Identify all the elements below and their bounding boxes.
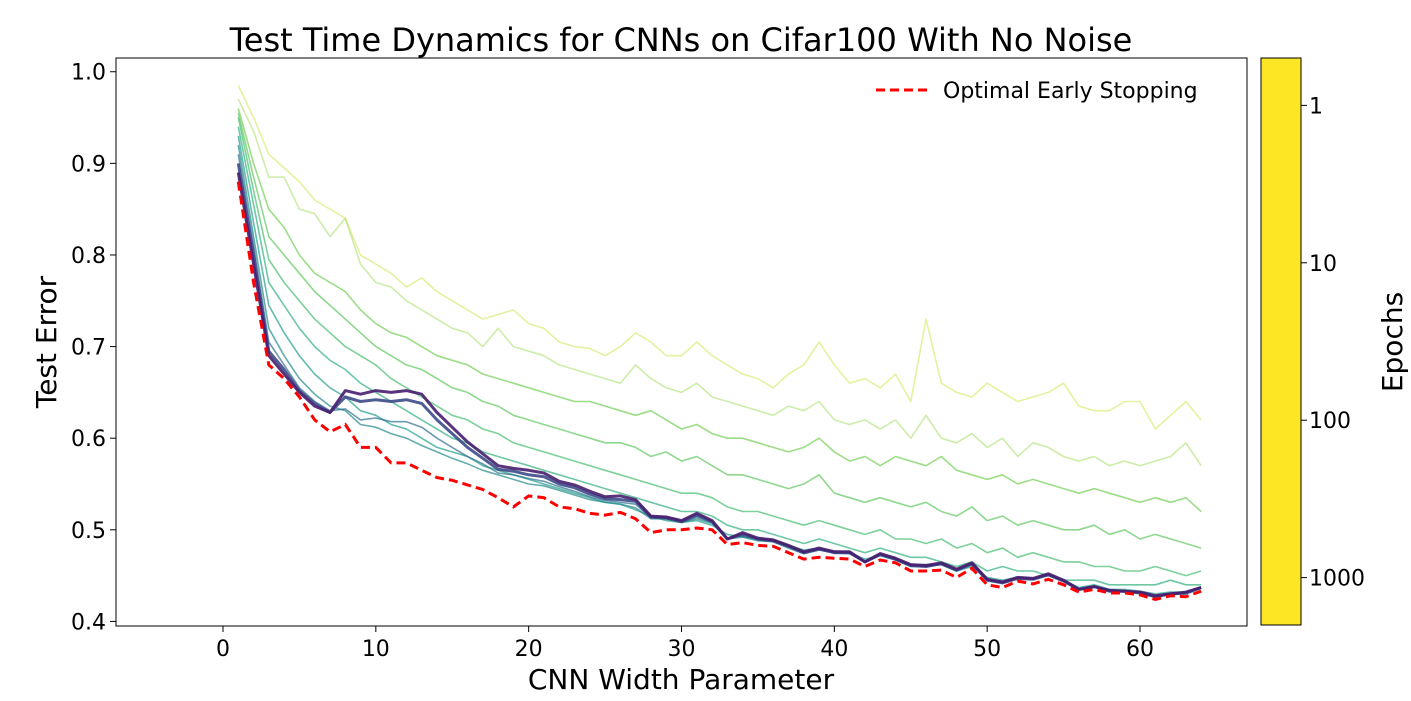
x-tick-label: 40	[820, 637, 848, 662]
optimal-layer	[236, 181, 1202, 601]
y-axis-label: Test Error	[30, 275, 63, 409]
y-tick-label: 0.9	[71, 152, 106, 177]
series-line-epoch-4	[237, 112, 1202, 549]
x-tick-label: 0	[216, 637, 230, 662]
series-layer	[236, 85, 1202, 599]
x-axis-ticks: 0 10 20 30 40 50 60	[216, 626, 1154, 662]
x-tick-label: 60	[1126, 637, 1154, 662]
y-tick-label: 0.7	[71, 336, 106, 361]
legend: Optimal Early Stopping	[876, 79, 1198, 104]
y-tick-label: 0.5	[71, 519, 106, 544]
colorbar-tick-label: 1	[1309, 94, 1323, 119]
chart-title: Test Time Dynamics for CNNs on Cifar100 …	[229, 21, 1133, 59]
series-line-epoch-10	[237, 126, 1202, 586]
optimal-early-stopping-line	[236, 181, 1202, 601]
plot-frame	[115, 57, 1248, 627]
series-line-epoch-6	[237, 117, 1202, 577]
colorbar-label: Epochs	[1376, 292, 1409, 392]
y-tick-label: 0.8	[71, 244, 106, 269]
series-line-epoch-1	[237, 85, 1202, 430]
colorbar-tick-label: 10	[1309, 252, 1337, 277]
x-tick-label: 50	[973, 637, 1001, 662]
plot-area	[115, 57, 1248, 627]
y-tick-label: 1.0	[71, 61, 106, 86]
colorbar-frame	[1260, 57, 1302, 626]
colorbar-tick-label: 1000	[1309, 567, 1365, 592]
y-tick-label: 0.4	[71, 610, 106, 635]
x-axis-label: CNN Width Parameter	[528, 663, 835, 696]
colorbar-tick-label: 100	[1309, 409, 1351, 434]
colorbar-ticks: 1 10 100 1000	[1301, 94, 1365, 592]
series-line-epoch-1000	[236, 172, 1202, 598]
y-tick-label: 0.6	[71, 427, 106, 452]
x-tick-label: 30	[668, 637, 696, 662]
x-tick-label: 10	[362, 637, 390, 662]
x-tick-label: 20	[515, 637, 543, 662]
series-line-epoch-2	[237, 98, 1202, 467]
y-axis-ticks: 0.4 0.5 0.6 0.7 0.8 0.9 1.0	[71, 61, 116, 635]
legend-label-optimal: Optimal Early Stopping	[943, 79, 1198, 104]
series-line-epoch-3	[237, 108, 1202, 513]
colorbar-gradient	[1261, 58, 1301, 625]
colorbar: 1 10 100 1000 Epochs	[1260, 57, 1409, 626]
